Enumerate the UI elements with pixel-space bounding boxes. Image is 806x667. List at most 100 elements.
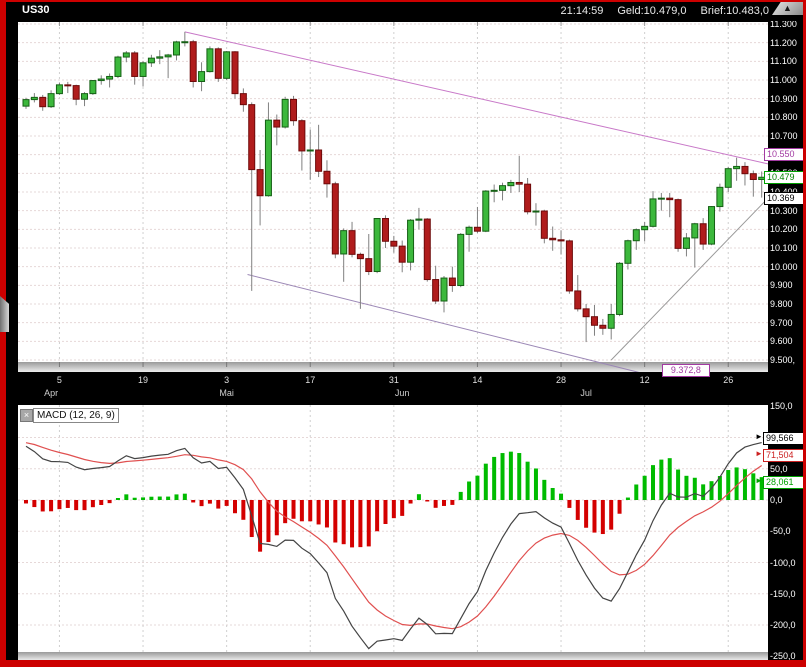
macd-axis-tick: -250,0: [770, 651, 796, 662]
price-axis-tick: 11.300: [770, 19, 797, 29]
price-axis-tick: 10.700: [770, 131, 798, 141]
candle: [473, 226, 481, 232]
candle: [641, 225, 649, 231]
macd-histogram-bar: [99, 500, 104, 505]
collapse-chevron-icon[interactable]: ▲: [772, 2, 803, 15]
macd-histogram-bar: [676, 469, 681, 500]
macd-histogram-bar: [233, 500, 237, 514]
candle: [72, 85, 80, 100]
macd-histogram-bar: [634, 484, 639, 500]
macd-histogram-bar: [308, 500, 313, 522]
macd-histogram-bar: [324, 500, 329, 528]
macd-histogram-bar: [124, 494, 129, 500]
time-axis-day-tick: 17: [305, 375, 316, 385]
candle: [273, 119, 281, 128]
macd-histogram-bar: [584, 500, 589, 528]
price-axis-scrollbar: [18, 362, 768, 372]
candle: [490, 189, 498, 192]
macd-histogram-bar: [191, 500, 196, 503]
price-axis-tick: 9.900: [770, 280, 793, 291]
candle: [122, 52, 130, 58]
candle: [674, 199, 682, 249]
macd-histogram-bar: [600, 500, 605, 535]
macd-histogram-bar: [442, 500, 446, 506]
macd-axis-tick: -50,0: [770, 526, 791, 537]
candle: [89, 80, 97, 95]
candle: [248, 104, 256, 171]
candle: [181, 41, 189, 44]
histogram-arrow-icon: ►: [755, 476, 763, 486]
macd-axis-tick: 50,0: [770, 463, 788, 474]
macd-histogram-bar: [408, 500, 413, 504]
candle: [532, 210, 540, 213]
candle: [741, 165, 749, 175]
candle: [540, 210, 548, 239]
price-axis-tick: 9.500,: [770, 355, 796, 365]
candle: [657, 197, 665, 200]
macd-histogram-bar: [24, 500, 28, 504]
current-price-label: 10.479: [764, 171, 806, 185]
window-frame-left: [0, 0, 6, 667]
macd-histogram-bar: [115, 497, 120, 500]
candle: [649, 198, 657, 227]
macd-histogram-bar: [659, 459, 664, 500]
candle: [164, 54, 172, 58]
candle: [189, 41, 197, 82]
macd-histogram-bar: [400, 500, 405, 516]
window-frame-right: [803, 0, 806, 667]
macd-histogram-bar: [358, 500, 363, 548]
macd-histogram-bar: [475, 475, 480, 500]
macd-histogram-bar: [717, 476, 722, 500]
candle: [298, 120, 306, 152]
macd-histogram-bar: [333, 500, 338, 543]
candle: [607, 313, 615, 329]
time-axis-day-tick: 5: [56, 375, 62, 385]
close-icon[interactable]: ×: [20, 409, 33, 422]
bid-price: Geld:10.479,0: [617, 5, 687, 17]
candle: [231, 51, 239, 95]
candle: [356, 253, 364, 260]
macd-histogram-bar: [283, 500, 288, 524]
macd-histogram: [24, 451, 764, 552]
candle: [47, 93, 55, 108]
macd-axis-tick: 150,0: [770, 401, 793, 412]
macd-histogram-bar: [667, 458, 672, 500]
macd-histogram-bar: [107, 500, 112, 504]
candle: [691, 223, 699, 239]
macd-histogram-bar: [617, 500, 622, 514]
candle: [198, 71, 206, 82]
macd-axis-scrollbar[interactable]: [18, 652, 768, 660]
candle: [440, 277, 448, 302]
macd-histogram-bar: [559, 493, 564, 500]
macd-axis-tick: 0,0: [770, 495, 783, 505]
time-axis-day-tick: 26: [723, 375, 734, 385]
macd-histogram-bar: [759, 477, 764, 500]
candle: [139, 62, 147, 77]
support-line: [610, 197, 768, 361]
candle: [156, 56, 164, 59]
macd-histogram-bar: [575, 500, 580, 520]
time-axis-day-tick: 19: [138, 375, 149, 385]
candle: [172, 41, 180, 56]
candle: [147, 57, 155, 64]
macd-histogram-bar: [383, 500, 388, 524]
macd-histogram-bar: [567, 500, 572, 508]
candle: [565, 240, 573, 292]
price-chart[interactable]: [18, 22, 768, 372]
price-axis-tick: 10.000: [770, 261, 798, 272]
upper-channel-line: [184, 31, 768, 165]
macd-histogram-bar: [299, 500, 304, 522]
candle: [81, 93, 89, 100]
candle: [666, 197, 674, 201]
sidebar-handle-icon[interactable]: [0, 296, 9, 332]
candle: [507, 181, 515, 187]
macd-histogram-bar: [90, 500, 95, 508]
macd-histogram-bar: [199, 500, 204, 507]
macd-chart[interactable]: [18, 405, 768, 652]
candle: [331, 183, 339, 255]
candle: [365, 258, 373, 273]
candle: [599, 324, 607, 329]
candle: [206, 48, 214, 73]
chart-header: US30 21:14:59 Geld:10.479,0 Brief:10.483…: [6, 2, 803, 21]
macd-histogram-bar: [375, 500, 380, 532]
